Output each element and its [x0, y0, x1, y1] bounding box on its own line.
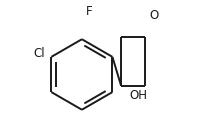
- Text: F: F: [85, 5, 92, 18]
- Text: Cl: Cl: [33, 47, 45, 60]
- Text: O: O: [149, 9, 158, 22]
- Text: OH: OH: [129, 89, 147, 102]
